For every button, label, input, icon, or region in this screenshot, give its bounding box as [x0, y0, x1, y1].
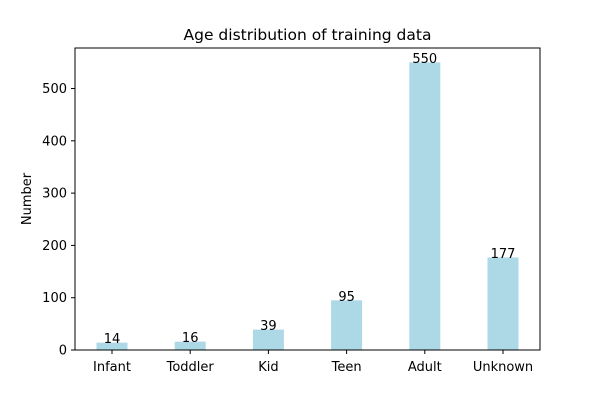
y-tick-label-100: 100 — [42, 291, 67, 306]
x-tick-label-unknown: Unknown — [473, 360, 533, 375]
bars-layer — [96, 62, 519, 350]
data-label-unknown: 177 — [491, 247, 516, 262]
y-tick-label-200: 200 — [42, 239, 67, 254]
y-axis-ticks: 0 100 200 300 400 500 — [42, 82, 75, 359]
x-tick-label-teen: Teen — [331, 360, 362, 375]
y-tick-label-0: 0 — [59, 344, 67, 359]
bar-kid — [252, 329, 284, 350]
data-label-toddler: 16 — [182, 331, 199, 346]
data-label-teen: 95 — [338, 290, 355, 305]
data-label-infant: 14 — [104, 332, 121, 347]
bar-toddler — [174, 341, 206, 350]
x-tick-label-toddler: Toddler — [166, 360, 215, 375]
bar-infant — [96, 342, 128, 350]
plot-frame — [74, 47, 541, 351]
data-labels-layer: 14 16 39 95 550 177 — [104, 52, 516, 347]
x-tick-label-kid: Kid — [258, 360, 278, 375]
x-axis-ticks: Infant Toddler Kid Teen Adult Unknown — [93, 350, 533, 375]
bar-adult — [409, 62, 441, 350]
data-label-kid: 39 — [260, 319, 277, 334]
bar-teen — [331, 300, 363, 350]
data-label-adult: 550 — [412, 52, 437, 67]
bar-unknown — [487, 257, 519, 350]
x-tick-label-adult: Adult — [408, 360, 442, 375]
y-axis-label: Number — [20, 172, 35, 225]
x-tick-label-infant: Infant — [93, 360, 131, 375]
y-tick-label-300: 300 — [42, 187, 67, 202]
chart-title: Age distribution of training data — [184, 26, 432, 44]
y-tick-label-400: 400 — [42, 134, 67, 149]
y-tick-label-500: 500 — [42, 82, 67, 97]
